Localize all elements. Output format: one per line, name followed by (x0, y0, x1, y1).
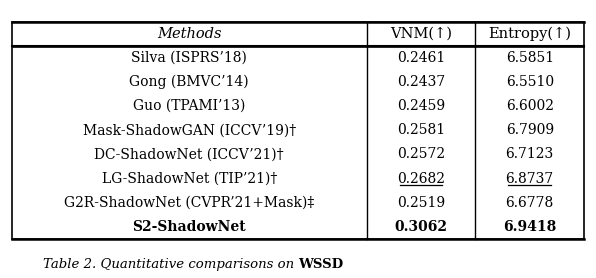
Text: 0.2572: 0.2572 (397, 147, 445, 162)
Text: DC-ShadowNet (ICCV’21)†: DC-ShadowNet (ICCV’21)† (95, 147, 284, 162)
Text: 6.6002: 6.6002 (506, 99, 554, 113)
Text: 6.7123: 6.7123 (505, 147, 554, 162)
Text: 6.8737: 6.8737 (505, 172, 554, 186)
Text: 6.7909: 6.7909 (505, 123, 554, 137)
Text: 6.6778: 6.6778 (505, 196, 554, 210)
Text: Silva (ISPRS’18): Silva (ISPRS’18) (131, 51, 247, 65)
Text: S2-ShadowNet: S2-ShadowNet (132, 220, 246, 234)
Text: WSSD: WSSD (298, 258, 343, 270)
Text: LG-ShadowNet (TIP’21)†: LG-ShadowNet (TIP’21)† (101, 172, 277, 186)
Text: 0.2459: 0.2459 (397, 99, 445, 113)
Text: 0.2581: 0.2581 (397, 123, 445, 137)
Text: 6.5851: 6.5851 (505, 51, 554, 65)
Text: Table 2. Quantitative comparisons on: Table 2. Quantitative comparisons on (43, 258, 298, 270)
Text: 0.2437: 0.2437 (397, 75, 445, 89)
Text: Methods: Methods (157, 27, 222, 41)
Text: 0.2461: 0.2461 (397, 51, 445, 65)
Text: 0.3062: 0.3062 (395, 220, 448, 234)
Bar (12, 22, 584, 239)
Text: G2R-ShadowNet (CVPR’21+Mask)‡: G2R-ShadowNet (CVPR’21+Mask)‡ (64, 196, 315, 210)
Text: 0.2519: 0.2519 (397, 196, 445, 210)
Text: Guo (TPAMI’13): Guo (TPAMI’13) (133, 99, 246, 113)
Text: Entropy(↑): Entropy(↑) (488, 27, 571, 41)
Text: 6.5510: 6.5510 (505, 75, 554, 89)
Text: VNM(↑): VNM(↑) (390, 27, 452, 41)
Text: Gong (BMVC’14): Gong (BMVC’14) (129, 75, 249, 89)
Text: Mask-ShadowGAN (ICCV’19)†: Mask-ShadowGAN (ICCV’19)† (83, 123, 296, 137)
Text: 0.2682: 0.2682 (397, 172, 445, 186)
Text: 6.9418: 6.9418 (503, 220, 556, 234)
